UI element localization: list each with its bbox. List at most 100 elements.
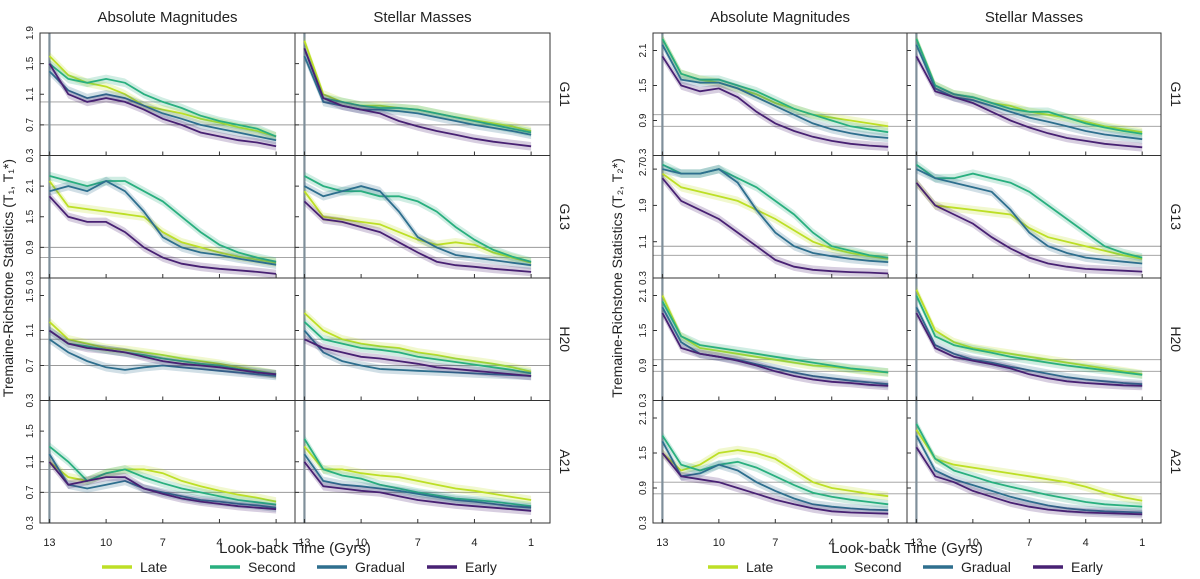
series-line-second [661,435,889,506]
series-line-second [303,47,532,134]
band-second [662,34,889,137]
band-gradual [49,176,277,269]
subplot-a21-mass [907,400,1161,523]
legend-label-late: Late [746,559,773,575]
y-tick-label: 0.7 [25,358,36,372]
band-early [916,52,1143,152]
band-early [304,44,532,151]
subplot-g13-abs [653,155,907,278]
legend-label-late: Late [140,559,167,575]
x-tick-label: 1 [528,537,534,549]
band-early [49,326,277,379]
subplot-g11-mass [295,33,550,156]
series-line-early [48,329,277,376]
band-second [916,160,1143,262]
series-line-early [48,195,277,275]
x-tick-label: 7 [772,537,778,549]
y-tick-label: 2.1 [638,288,649,302]
band-late [304,36,532,136]
column-title: Stellar Masses [985,9,1083,26]
y-tick-label: 0.9 [638,358,649,372]
band-second [662,297,889,377]
band-late [662,291,889,377]
legend-label-early: Early [465,559,497,575]
x-tick-label: 1 [885,537,891,549]
x-tick-label: 10 [355,537,367,549]
x-tick-label: 7 [415,537,421,549]
series-line-second [661,38,889,134]
column-title: Absolute Magnitudes [710,9,850,26]
subplot-h20-mass [295,278,550,401]
series-line-late [48,180,277,264]
band-gradual [916,431,1143,517]
series-line-late [303,190,532,264]
x-tick-label: 7 [160,537,166,549]
row-label-h20: H20 [557,326,573,352]
series-line-early [661,312,889,387]
series-line-gradual [915,306,1143,386]
band-late [916,425,1143,506]
band-early [304,197,532,277]
series-line-gradual [49,179,277,266]
series-line-early [915,312,1143,387]
y-axis-label: Tremaine-Richstone Statistics (T₁, T₁*) [0,159,16,397]
y-tick-label: 2.1 [638,43,649,57]
y-tick-label: 1.5 [25,209,36,223]
band-early [916,178,1143,276]
band-gradual [49,335,277,381]
band-gradual [662,164,889,267]
band-gradual [304,326,532,381]
x-tick-label: 13 [298,537,310,549]
legend-label-gradual: Gradual [355,559,405,575]
band-late [304,308,532,376]
series-line-gradual [662,168,889,263]
y-tick-label: 0.3 [25,148,36,162]
series-line-second [915,163,1143,259]
series-line-gradual [303,329,532,377]
row-label-g13: G13 [1168,204,1184,231]
x-tick-label: 13 [656,537,668,549]
subplot-frame [906,400,1162,524]
y-tick-label: 0.9 [25,240,36,254]
row-label-g13: G13 [557,204,573,231]
series-line-early [303,200,532,273]
legend: Late Second Gradual Early [102,559,497,575]
band-early [916,442,1143,519]
column-title: Stellar Masses [373,9,471,26]
legend: Late Second Gradual Early [708,559,1103,575]
series-line-late [915,182,1143,260]
row-label-h20: H20 [1168,326,1184,352]
x-tick-label: 10 [713,537,725,549]
series-line-gradual [661,44,889,139]
subplot-a21-abs [40,400,295,523]
series-line-second [48,62,277,138]
series-line-gradual [915,435,1143,514]
y-tick-label: 1.1 [638,234,649,248]
x-axis-label: Look-back Time (Gyrs) [219,540,371,557]
y-tick-label: 0.3 [638,148,649,162]
band-gradual [916,164,1143,268]
series-line-gradual [48,453,277,509]
subplot-g13-mass [907,155,1161,278]
subplot-a21-mass [295,400,550,523]
series-line-late [915,429,1143,502]
band-second [49,442,277,509]
y-tick-label: 1.9 [25,26,36,40]
subplot-h20-abs [653,278,907,401]
legend-label-early: Early [1071,559,1103,575]
series-line-late [303,445,532,501]
y-tick-label: 1.5 [25,424,36,438]
band-early [304,335,532,381]
y-tick-label: 1.5 [638,446,649,460]
x-tick-label: 1 [1139,537,1145,549]
band-late [662,169,889,264]
series-line-early [48,63,277,148]
series-line-late [915,289,1143,376]
series-line-second [915,38,1143,135]
x-tick-label: 13 [910,537,922,549]
subplot-g11-mass [907,33,1161,156]
x-tick-label: 4 [471,537,477,549]
series-line-late [303,312,532,373]
band-second [304,317,532,378]
